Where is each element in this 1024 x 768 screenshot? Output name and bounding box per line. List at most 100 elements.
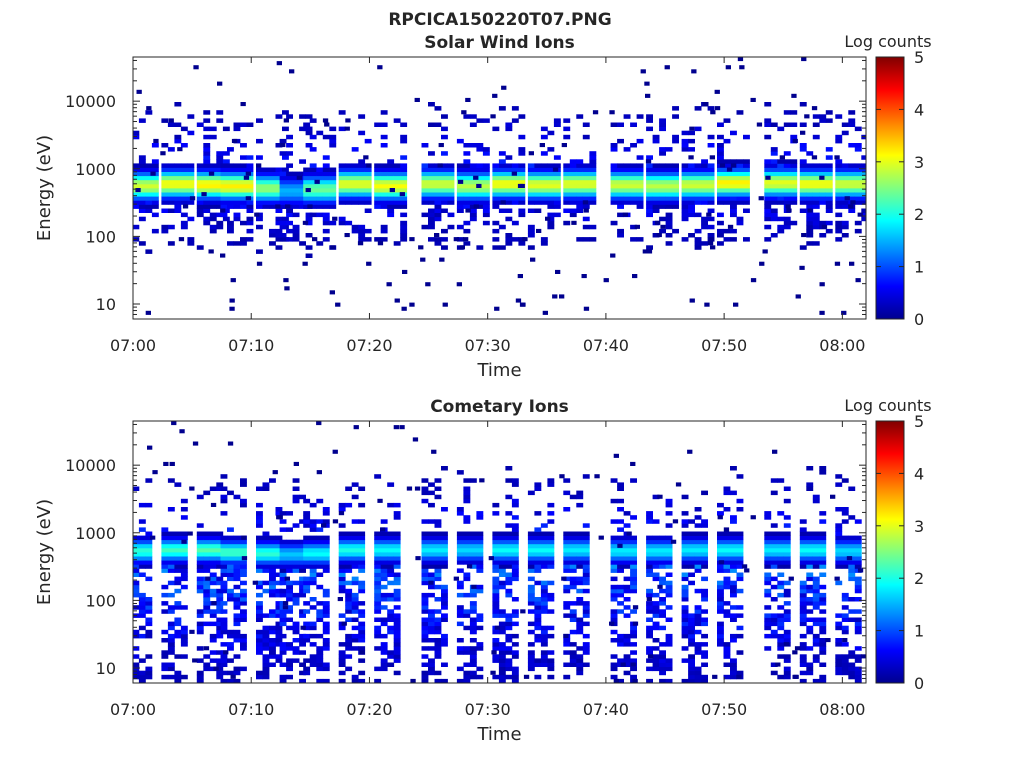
heatmap-cell [511,576,519,582]
heatmap-cell [492,592,500,598]
heatmap-cell [498,208,506,213]
heatmap-cell [151,175,159,181]
heatmap-cell [589,163,597,168]
heatmap-cell [681,167,689,172]
heatmap-cell [841,224,849,230]
heatmap-cell [456,196,464,201]
heatmap-cell [540,126,548,132]
heatmap-cell [498,556,506,561]
heatmap-cell [216,486,224,491]
heatmap-cell [652,658,660,663]
heatmap-cell [835,179,843,185]
heatmap-cell [282,126,289,132]
heatmap-cell [222,151,230,156]
heatmap-cell [275,192,283,197]
heatmap-cell [216,196,224,201]
heatmap-cell [652,572,660,577]
heatmap-cell [694,507,702,512]
heatmap-cell [329,143,337,148]
heatmap-cell [316,498,324,504]
heatmap-cell [305,188,311,193]
heatmap-cell [527,228,535,234]
heatmap-cell [344,233,350,238]
heatmap-cell [262,560,270,565]
heatmap-cell [582,196,590,201]
heatmap-cell [694,171,702,177]
heatmap-cell [659,642,666,647]
heatmap-cell [358,183,366,189]
heatmap-cell [681,138,689,144]
heatmap-cell [393,650,401,655]
heatmap-cell [855,278,861,283]
heatmap-cell [286,625,293,631]
heatmap-cell [145,564,153,569]
heatmap-cell [707,216,715,222]
heatmap-cell [393,564,401,569]
heatmap-cell [848,568,856,573]
heatmap-cell [764,580,772,586]
heatmap-cell [366,261,372,266]
heatmap-cell [730,552,737,557]
heatmap-cell [694,523,702,528]
heatmap-cell [694,613,702,618]
heatmap-cell [338,560,346,565]
heatmap-cell [511,175,519,181]
heatmap-cell [717,629,724,635]
heatmap-cell [659,556,666,561]
heatmap-cell [161,601,169,606]
heatmap-cell [220,196,228,201]
heatmap-cell [534,564,542,569]
heatmap-cell [835,658,843,663]
heatmap-cell [393,179,401,185]
heatmap-cell [351,646,359,651]
heatmap-cell [848,552,856,557]
heatmap-cell [707,179,715,185]
heatmap-cell [463,228,471,234]
heatmap-cell [305,130,313,136]
heatmap-cell [511,539,519,545]
heatmap-cell [256,601,263,606]
colorbar-scale [875,420,905,684]
heatmap-cell [434,519,442,524]
heatmap-cell [282,601,289,606]
heatmap-cell [492,613,500,618]
heatmap-cell [167,568,175,573]
heatmap-cell [256,568,263,573]
heatmap-cell [527,629,535,635]
heatmap-cell [456,204,464,209]
heatmap-cell [279,200,287,205]
heatmap-cell [534,511,542,516]
heatmap-cell [240,163,247,168]
heatmap-cell [505,155,513,160]
heatmap-cell [332,216,338,221]
heatmap-cell [209,666,217,672]
heatmap-cell [534,539,542,545]
heatmap-cell [736,576,744,582]
heatmap-cell [569,629,577,635]
heatmap-cell [322,625,330,631]
heatmap-cell [316,646,324,651]
heatmap-cell [380,200,388,205]
heatmap-cell [777,126,785,132]
heatmap-cell [441,167,448,172]
heatmap-cell [220,564,228,569]
heatmap-cell [799,617,807,622]
heatmap-cell [227,543,234,549]
heatmap-cell [694,560,702,565]
heatmap-cell [167,543,175,549]
x-tick-label: 08:00 [819,336,865,355]
heatmap-cell [848,666,856,672]
heatmap-cell [646,678,653,683]
heatmap-cell [220,617,228,622]
heatmap-cell [338,179,346,185]
heatmap-cell [825,188,833,193]
heatmap-cell [688,192,695,197]
heatmap-cell [498,560,506,565]
heatmap-cell [282,155,289,160]
heatmap-cell [292,646,300,651]
heatmap-cell [576,490,584,496]
heatmap-cell [770,188,778,193]
heatmap-cell [701,556,708,561]
heatmap-cell [589,196,597,201]
heatmap-cell [576,159,584,164]
